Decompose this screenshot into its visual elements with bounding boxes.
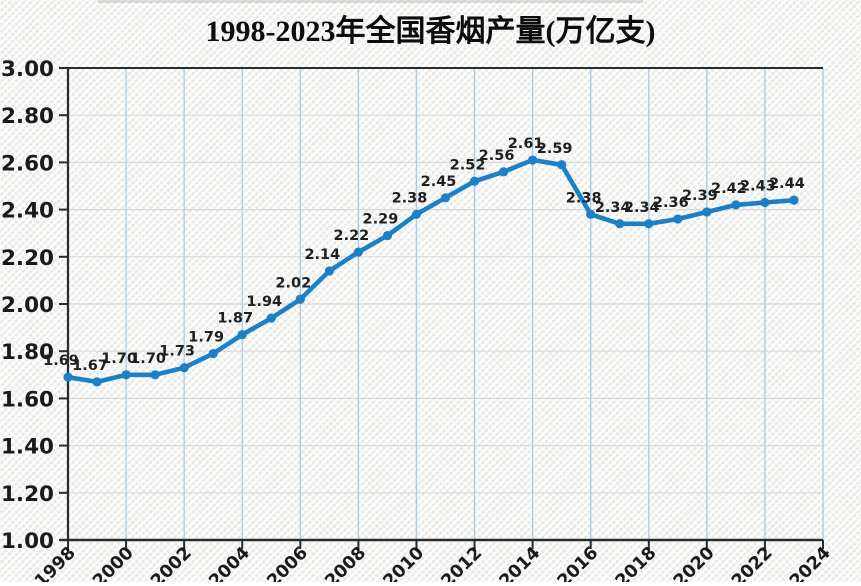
data-point-label: 1.94	[246, 294, 282, 310]
data-point-label: 2.34	[595, 200, 631, 216]
data-point-marker	[789, 195, 799, 205]
data-point-marker	[150, 370, 160, 380]
data-point-label: 2.44	[769, 176, 805, 192]
x-tick-label: 2020	[670, 543, 719, 582]
data-point-marker	[266, 313, 276, 323]
data-point-label: 1.87	[217, 311, 253, 327]
y-tick-label: 2.20	[1, 246, 54, 271]
data-point-marker	[528, 155, 538, 165]
data-point-marker	[673, 214, 683, 224]
data-point-marker	[411, 209, 422, 219]
data-point-marker	[644, 219, 654, 229]
data-point-marker	[382, 230, 393, 241]
data-point-label: 2.02	[275, 275, 311, 291]
data-point-label: 1.79	[188, 330, 224, 346]
y-tick-label: 2.60	[1, 151, 54, 176]
data-point-label: 2.56	[479, 148, 515, 164]
data-point-label: 2.22	[333, 228, 369, 244]
data-point-marker	[731, 200, 741, 210]
data-point-label: 2.36	[653, 195, 689, 211]
data-point-marker	[324, 266, 334, 276]
data-point-label: 1.70	[101, 351, 137, 367]
y-tick-label: 1.00	[1, 529, 54, 554]
x-tick-label: 2010	[380, 543, 429, 582]
data-point-label: 2.38	[392, 190, 428, 206]
x-tick-label: 2012	[438, 543, 487, 582]
data-point-marker	[498, 167, 509, 177]
y-tick-label: 3.00	[1, 57, 54, 82]
data-point-marker	[208, 348, 218, 359]
data-point-label: 2.43	[740, 179, 776, 195]
data-point-label: 2.42	[711, 181, 747, 197]
x-tick-label: 2002	[147, 543, 196, 582]
data-point-marker	[92, 377, 102, 387]
data-point-label: 2.38	[566, 190, 602, 206]
x-tick-label: 2018	[612, 543, 661, 582]
data-point-marker	[702, 207, 712, 217]
x-tick-label: 2022	[728, 543, 777, 582]
data-point-marker	[179, 363, 189, 373]
x-tick-label: 2016	[554, 543, 603, 582]
x-tick-label: 2004	[205, 543, 254, 582]
x-tick-label: 2024	[786, 543, 835, 582]
data-point-label: 2.34	[624, 200, 660, 216]
data-point-marker	[440, 193, 451, 203]
data-point-marker	[760, 197, 770, 208]
data-point-marker	[121, 370, 131, 380]
data-point-label: 2.61	[508, 136, 544, 152]
top-edge-shading	[98, 0, 643, 3]
data-point-label: 1.67	[72, 358, 108, 374]
data-point-label: 2.14	[304, 247, 340, 263]
y-tick-label: 1.60	[1, 387, 54, 412]
chart-title: 1998-2023年全国香烟产量(万亿支)	[205, 15, 656, 48]
data-point-marker	[295, 294, 305, 304]
y-tick-label: 1.40	[1, 435, 54, 460]
x-tick-label: 2008	[322, 543, 371, 582]
x-tick-label: 2006	[263, 543, 312, 582]
data-point-label: 2.52	[450, 157, 486, 173]
x-tick-label: 2000	[89, 543, 138, 582]
data-point-marker	[586, 209, 596, 219]
data-point-label: 2.59	[537, 141, 573, 157]
data-point-marker	[63, 372, 73, 382]
data-point-label: 2.45	[421, 174, 457, 190]
y-tick-label: 2.00	[1, 293, 54, 318]
series-line	[65, 157, 797, 385]
data-point-marker	[469, 176, 480, 186]
x-tick-label: 2014	[496, 543, 545, 582]
y-tick-label: 1.20	[1, 482, 54, 507]
data-point-marker	[557, 160, 567, 170]
data-point-label: 1.73	[159, 344, 195, 360]
data-point-label: 2.29	[363, 212, 399, 228]
data-point-marker	[353, 247, 363, 257]
data-point-label: 2.39	[682, 188, 718, 204]
data-point-label: 1.69	[43, 353, 79, 369]
y-tick-label: 1.80	[1, 340, 54, 365]
data-point-marker	[237, 330, 247, 340]
y-tick-label: 2.40	[1, 199, 54, 224]
data-point-label: 1.70	[130, 351, 166, 367]
y-tick-label: 2.80	[1, 104, 54, 129]
data-point-marker	[615, 219, 625, 229]
